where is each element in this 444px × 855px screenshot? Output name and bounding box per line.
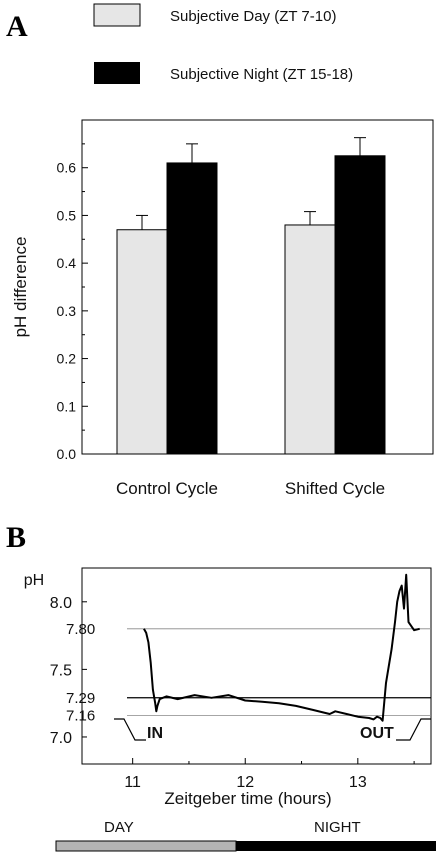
plot-frame-b: [81, 567, 432, 765]
y-tick-label-b: 7.5: [50, 662, 72, 679]
reference-label: 7.29: [66, 690, 95, 707]
bar: [166, 162, 218, 455]
y-tick-label: 0.6: [57, 160, 77, 176]
bar: [334, 155, 386, 455]
reference-label: 7.80: [66, 621, 95, 638]
x-tick-label: Shifted Cycle: [285, 479, 385, 498]
y-tick-label: 0.1: [57, 398, 77, 414]
legend-label-day: Subjective Day (ZT 7-10): [170, 8, 336, 25]
panel-a-letter: A: [6, 10, 28, 43]
legend-swatch-day: [93, 3, 141, 27]
reference-label: 7.16: [66, 707, 95, 724]
night-label: NIGHT: [314, 819, 361, 836]
ph-trace: [143, 573, 420, 722]
bar: [116, 229, 168, 455]
day-label: DAY: [104, 819, 134, 836]
panel-b-letter: B: [6, 521, 26, 554]
y-tick-label-b: 7.0: [50, 730, 72, 747]
y-tick-label: 0.0: [57, 446, 77, 462]
bar-chart: 0.0 0.1 0.2 0.3 0.4 0.5 0.6 Control Cycle Shifte…: [57, 119, 434, 498]
y-tick-label-b: 8.0: [50, 595, 72, 612]
x-axis-label-b: Zeitgeber time (hours): [164, 789, 331, 808]
legend: Subjective Day (ZT 7-10) Subjective Nigh…: [93, 3, 353, 84]
x-tick-label-b: 11: [124, 774, 141, 791]
ph-trace-chart: 7.80 7.297.16 7.0 7.5 8.0 11 12 13 IN OUT: [50, 567, 432, 791]
x-tick-label-b: 12: [236, 774, 254, 791]
legend-swatch-night: [94, 62, 140, 84]
bar: [284, 224, 336, 455]
night-bar: [236, 841, 436, 851]
out-label: OUT: [360, 725, 394, 742]
y-tick-label: 0.5: [57, 207, 77, 223]
legend-label-night: Subjective Night (ZT 15-18): [170, 66, 353, 83]
in-label: IN: [147, 725, 163, 742]
y-axis-label: pH difference: [11, 237, 30, 338]
y-tick-label: 0.3: [57, 303, 77, 319]
x-tick-label: Control Cycle: [116, 479, 218, 498]
y-tick-label: 0.4: [57, 255, 77, 271]
day-bar: [55, 840, 237, 852]
y-axis-label-b: pH: [24, 572, 44, 589]
x-tick-label-b: 13: [349, 774, 367, 791]
y-tick-label: 0.2: [57, 351, 77, 367]
out-marker: [396, 718, 431, 741]
in-marker: [114, 718, 146, 741]
